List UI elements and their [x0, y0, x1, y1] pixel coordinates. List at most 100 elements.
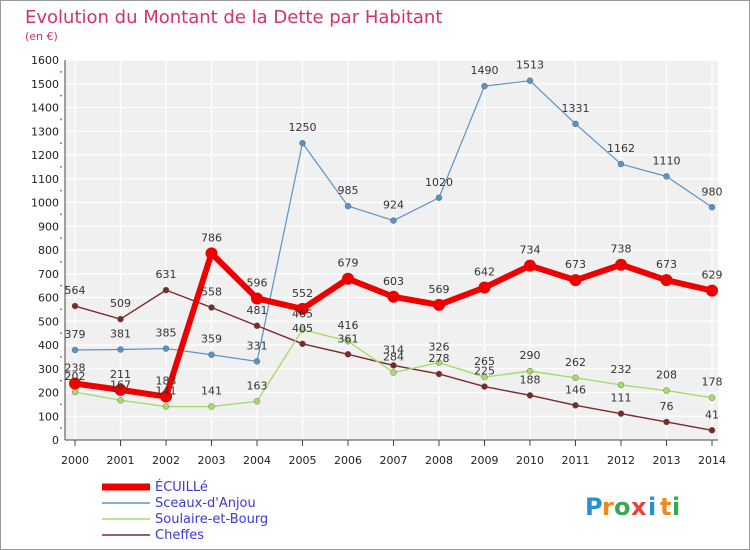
data-point — [387, 290, 400, 303]
data-point — [572, 402, 579, 409]
data-label: 1020 — [425, 176, 453, 189]
y-minor-tick — [60, 332, 62, 335]
x-tick-label: 2011 — [562, 454, 590, 467]
data-label: 465 — [292, 308, 313, 321]
data-label: 314 — [383, 343, 404, 356]
data-label: 673 — [656, 258, 677, 271]
data-label: 1513 — [516, 59, 544, 72]
data-point — [433, 298, 445, 311]
y-minor-tick — [60, 189, 62, 192]
data-point — [71, 302, 79, 310]
data-point — [526, 392, 534, 399]
data-label: 631 — [156, 268, 177, 281]
brand-logo-letter: i — [672, 493, 680, 521]
data-point — [117, 397, 124, 404]
data-point — [617, 160, 625, 168]
data-label: 331 — [247, 339, 268, 352]
data-label: 208 — [656, 369, 677, 382]
data-label: 924 — [383, 199, 404, 212]
data-point — [208, 351, 215, 358]
y-minor-tick — [60, 284, 62, 287]
y-tick-label: 200 — [38, 387, 59, 400]
data-point — [162, 403, 170, 410]
data-point — [663, 173, 670, 180]
data-label: 284 — [383, 351, 404, 364]
data-label: 564 — [65, 284, 86, 297]
data-point — [71, 346, 79, 354]
data-point — [299, 326, 306, 333]
data-label: 225 — [474, 365, 495, 378]
y-minor-tick — [60, 379, 62, 382]
data-label: 141 — [156, 385, 177, 398]
data-point — [114, 383, 127, 396]
y-minor-tick — [60, 355, 62, 358]
data-point — [344, 202, 352, 210]
data-label: 361 — [338, 332, 359, 345]
data-label: 481 — [247, 304, 268, 317]
y-tick-label: 100 — [38, 410, 59, 423]
data-label: 379 — [65, 328, 86, 341]
y-minor-tick — [60, 427, 62, 430]
data-point — [526, 367, 534, 375]
data-point — [160, 390, 172, 403]
data-point — [617, 410, 625, 417]
y-tick-label: 300 — [38, 363, 59, 376]
legend-label: Sceaux-d'Anjou — [155, 496, 256, 511]
y-tick-label: 800 — [38, 244, 59, 257]
data-label: 41 — [705, 408, 719, 421]
data-point — [708, 204, 716, 211]
x-tick-label: 2005 — [289, 454, 317, 467]
data-point — [615, 258, 627, 271]
data-point — [162, 286, 170, 294]
data-label: 405 — [292, 322, 313, 335]
data-label: 552 — [292, 287, 313, 300]
data-label: 558 — [201, 285, 222, 298]
data-label: 603 — [383, 275, 404, 288]
data-label: 1110 — [653, 154, 681, 167]
y-tick-label: 0 — [52, 434, 59, 447]
data-label: 146 — [565, 383, 586, 396]
data-label: 141 — [201, 385, 222, 398]
data-point — [117, 346, 124, 353]
y-minor-tick — [60, 142, 62, 145]
data-point — [69, 377, 81, 390]
brand-logo-letter: o — [614, 493, 631, 521]
x-tick-label: 2013 — [653, 454, 681, 467]
data-label: 167 — [110, 378, 131, 391]
brand-logo-letter: r — [602, 493, 614, 521]
data-point — [344, 338, 352, 345]
y-minor-tick — [60, 118, 62, 121]
data-point — [524, 259, 536, 272]
data-point — [208, 304, 215, 311]
data-point — [478, 281, 491, 294]
data-label: 642 — [474, 266, 495, 279]
x-tick-label: 2007 — [380, 454, 408, 467]
data-point — [390, 362, 397, 369]
data-point — [299, 139, 306, 147]
data-label: 385 — [156, 327, 177, 340]
data-label: 202 — [65, 370, 86, 383]
data-point — [481, 383, 488, 390]
data-label: 111 — [611, 392, 632, 405]
data-label: 980 — [702, 185, 723, 198]
x-tick-label: 2004 — [243, 454, 271, 467]
data-label: 1490 — [471, 64, 499, 77]
data-point — [253, 398, 261, 405]
x-tick-label: 2012 — [607, 454, 635, 467]
data-label: 278 — [429, 352, 450, 365]
y-tick-label: 900 — [38, 220, 59, 233]
x-tick-label: 2003 — [198, 454, 226, 467]
data-point — [299, 340, 306, 348]
data-label: 381 — [110, 328, 131, 341]
data-label: 211 — [110, 368, 131, 381]
y-tick-label: 600 — [38, 292, 59, 305]
y-minor-tick — [60, 403, 62, 406]
data-label: 569 — [429, 283, 450, 296]
data-point — [708, 394, 716, 401]
data-point — [253, 358, 261, 365]
data-point — [117, 315, 124, 323]
data-point — [569, 274, 582, 287]
data-point — [253, 322, 261, 329]
data-label: 265 — [474, 355, 495, 368]
